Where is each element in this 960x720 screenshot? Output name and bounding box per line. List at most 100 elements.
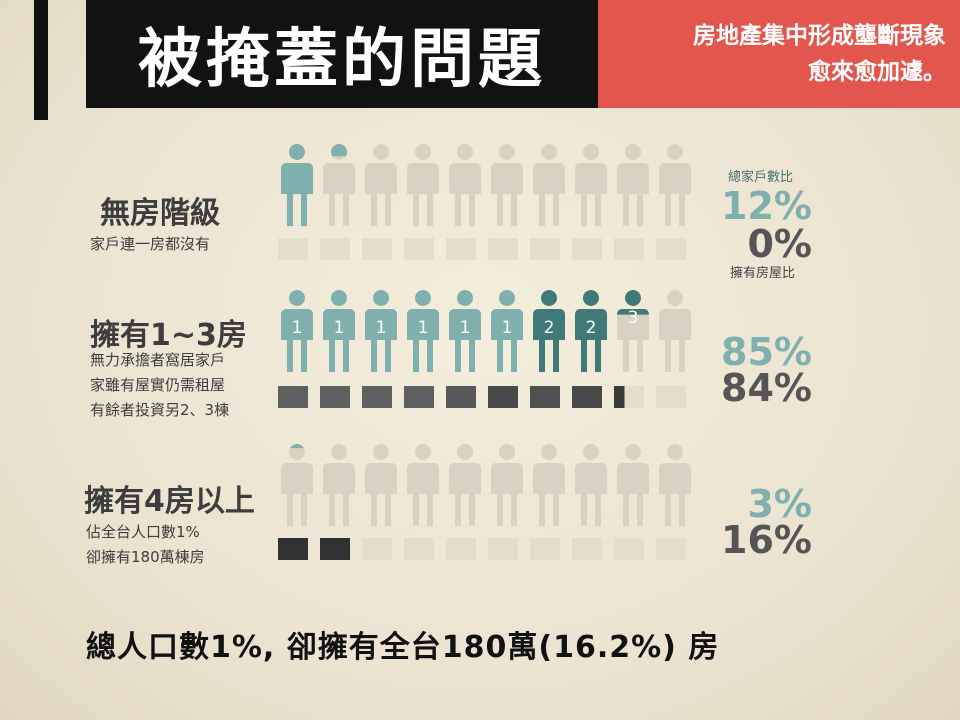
house-block [530, 238, 560, 260]
person-icon: 1 [276, 290, 318, 372]
house-block [362, 386, 392, 408]
group-desc-4-plus-houses: 佔全台人口數1% 卻擁有180萬棟房 [86, 520, 205, 570]
house-ratio-label: 擁有房屋比 [730, 266, 796, 281]
person-icon [570, 444, 612, 526]
group-desc-1-3-houses: 無力承擔者窩居家戶 家雖有屋實仍需租屋 有餘者投資另2、3棟 [90, 348, 229, 423]
person-icon [360, 444, 402, 526]
person-icon [276, 444, 318, 526]
house-block [278, 238, 308, 260]
person-icon [444, 144, 486, 226]
house-block [446, 538, 476, 560]
person-house-count: 3 [627, 308, 639, 328]
house-pct-no-house: 0% [747, 222, 812, 266]
person-icon [528, 444, 570, 526]
house-block [656, 386, 686, 408]
people-row-no-house [276, 144, 696, 226]
group-title-1-3-houses: 擁有1~3房 [90, 318, 247, 353]
group-desc-line: 無力承擔者窩居家戶 [90, 351, 226, 369]
person-icon: 1 [360, 290, 402, 372]
person-house-count: 1 [291, 318, 303, 338]
person-house-count: 1 [333, 318, 345, 338]
house-block [446, 386, 476, 408]
person-icon [360, 144, 402, 226]
group-title-4-plus-houses: 擁有4房以上 [84, 484, 255, 519]
people-row-1-3-houses: 1 1 1 1 1 1 2 2 3 [276, 290, 696, 372]
people-row-4-plus-houses [276, 444, 696, 526]
group-desc-line: 家雖有屋實仍需租屋 [90, 376, 226, 394]
person-icon [402, 444, 444, 526]
person-icon: 3 [612, 290, 654, 372]
person-icon [570, 144, 612, 226]
group-desc-line: 家戶連一房都沒有 [90, 235, 211, 253]
person-icon: 1 [486, 290, 528, 372]
subtitle-line-2: 愈來愈加遽。 [808, 59, 946, 85]
person-icon: 2 [570, 290, 612, 372]
household-pct-no-house: 12% [721, 184, 812, 228]
person-house-count: 2 [543, 318, 555, 338]
house-block [278, 538, 308, 560]
person-icon [318, 144, 360, 226]
person-icon: 1 [402, 290, 444, 372]
person-icon: 2 [528, 290, 570, 372]
person-icon [612, 144, 654, 226]
subtitle-line-1: 房地產集中形成壟斷現象 [693, 23, 946, 49]
person-icon [276, 144, 318, 226]
houses-row-no-house [278, 238, 698, 260]
person-icon: 1 [444, 290, 486, 372]
house-block [488, 238, 518, 260]
house-block [320, 386, 350, 408]
title-accent-bar [34, 0, 48, 120]
houses-row-1-3-houses [278, 386, 698, 408]
footer-summary: 總人口數1%, 卻擁有全台180萬(16.2%) 房 [86, 630, 720, 665]
house-block [278, 386, 308, 408]
house-block [572, 386, 602, 408]
person-icon [486, 144, 528, 226]
house-block [320, 538, 350, 560]
house-block [404, 386, 434, 408]
house-block [656, 538, 686, 560]
subtitle-box: 房地產集中形成壟斷現象 愈來愈加遽。 [598, 0, 960, 108]
page-title: 被掩蓋的問題 [138, 23, 546, 97]
group-title-no-house: 無房階級 [100, 196, 220, 231]
household-pct-4-plus-houses: 3% [747, 482, 812, 526]
house-block [488, 386, 518, 408]
person-house-count: 1 [459, 318, 471, 338]
group-desc-line: 卻擁有180萬棟房 [86, 548, 205, 566]
person-icon [444, 444, 486, 526]
house-pct-4-plus-houses: 16% [721, 518, 812, 562]
house-block [530, 386, 560, 408]
person-icon: 1 [318, 290, 360, 372]
house-pct-1-3-houses: 84% [721, 366, 812, 410]
group-desc-line: 佔全台人口數1% [86, 523, 200, 541]
household-ratio-label: 總家戶數比 [728, 170, 794, 185]
house-block [572, 238, 602, 260]
person-icon [612, 444, 654, 526]
person-house-count: 2 [585, 318, 597, 338]
person-icon [654, 144, 696, 226]
person-house-count: 1 [417, 318, 429, 338]
person-icon [654, 444, 696, 526]
person-icon [486, 444, 528, 526]
house-block [404, 538, 434, 560]
person-icon [654, 290, 696, 372]
houses-row-4-plus-houses [278, 538, 698, 560]
person-house-count: 1 [501, 318, 513, 338]
house-block [572, 538, 602, 560]
house-block [614, 238, 644, 260]
person-icon [318, 444, 360, 526]
house-block [362, 538, 392, 560]
house-block [488, 538, 518, 560]
house-block [614, 386, 644, 408]
house-block [362, 238, 392, 260]
household-pct-1-3-houses: 85% [721, 330, 812, 374]
house-block [614, 538, 644, 560]
person-house-count: 1 [375, 318, 387, 338]
group-desc-line: 有餘者投資另2、3棟 [90, 401, 230, 419]
house-block [530, 538, 560, 560]
person-icon [402, 144, 444, 226]
house-block [446, 238, 476, 260]
group-desc-no-house: 家戶連一房都沒有 [90, 232, 210, 257]
house-block [404, 238, 434, 260]
house-block [320, 238, 350, 260]
